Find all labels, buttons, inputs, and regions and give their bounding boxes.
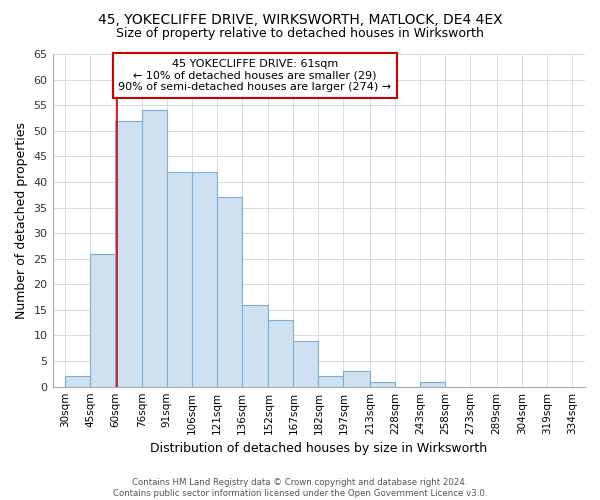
- Bar: [370, 382, 395, 386]
- Bar: [217, 198, 242, 386]
- Text: Contains HM Land Registry data © Crown copyright and database right 2024.
Contai: Contains HM Land Registry data © Crown c…: [113, 478, 487, 498]
- Bar: [167, 172, 191, 386]
- Bar: [420, 382, 445, 386]
- Bar: [293, 340, 319, 386]
- Bar: [191, 172, 217, 386]
- Y-axis label: Number of detached properties: Number of detached properties: [15, 122, 28, 319]
- Text: Size of property relative to detached houses in Wirksworth: Size of property relative to detached ho…: [116, 28, 484, 40]
- Bar: [115, 120, 142, 386]
- X-axis label: Distribution of detached houses by size in Wirksworth: Distribution of detached houses by size …: [150, 442, 487, 455]
- Text: 45, YOKECLIFFE DRIVE, WIRKSWORTH, MATLOCK, DE4 4EX: 45, YOKECLIFFE DRIVE, WIRKSWORTH, MATLOC…: [98, 12, 502, 26]
- Bar: [65, 376, 90, 386]
- Bar: [142, 110, 167, 386]
- Bar: [268, 320, 293, 386]
- Bar: [90, 254, 115, 386]
- Bar: [343, 372, 370, 386]
- Text: 45 YOKECLIFFE DRIVE: 61sqm
← 10% of detached houses are smaller (29)
90% of semi: 45 YOKECLIFFE DRIVE: 61sqm ← 10% of deta…: [118, 59, 391, 92]
- Bar: [242, 305, 268, 386]
- Bar: [319, 376, 343, 386]
